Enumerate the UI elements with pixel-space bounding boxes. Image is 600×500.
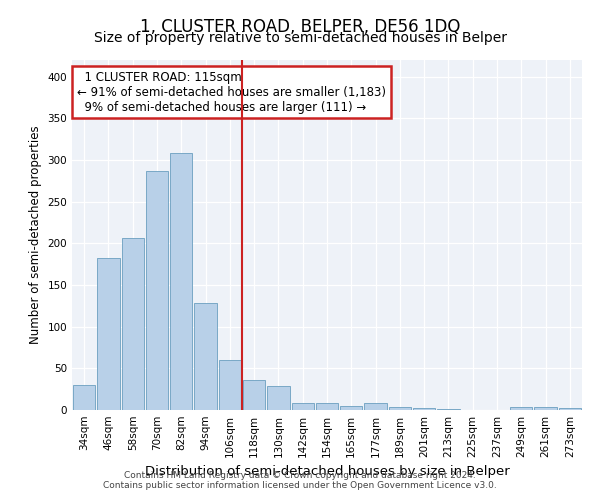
Bar [340,406,362,410]
Text: 1 CLUSTER ROAD: 115sqm  
← 91% of semi-detached houses are smaller (1,183)
  9% : 1 CLUSTER ROAD: 115sqm ← 91% of semi-det… [77,70,386,114]
X-axis label: Distribution of semi-detached houses by size in Belper: Distribution of semi-detached houses by … [145,466,509,478]
Text: Size of property relative to semi-detached houses in Belper: Size of property relative to semi-detach… [94,31,506,45]
Bar [559,408,581,410]
Bar [97,258,119,410]
Bar [389,406,411,410]
Bar [146,171,168,410]
Bar [437,409,460,410]
Text: Contains HM Land Registry data © Crown copyright and database right 2024.
Contai: Contains HM Land Registry data © Crown c… [103,470,497,490]
Bar [510,406,532,410]
Bar [170,152,193,410]
Text: 1, CLUSTER ROAD, BELPER, DE56 1DQ: 1, CLUSTER ROAD, BELPER, DE56 1DQ [140,18,460,36]
Bar [122,238,144,410]
Bar [292,402,314,410]
Bar [243,380,265,410]
Bar [267,386,290,410]
Bar [413,408,436,410]
Bar [316,402,338,410]
Bar [194,304,217,410]
Bar [535,406,557,410]
Bar [218,360,241,410]
Bar [364,404,387,410]
Bar [73,385,95,410]
Y-axis label: Number of semi-detached properties: Number of semi-detached properties [29,126,42,344]
